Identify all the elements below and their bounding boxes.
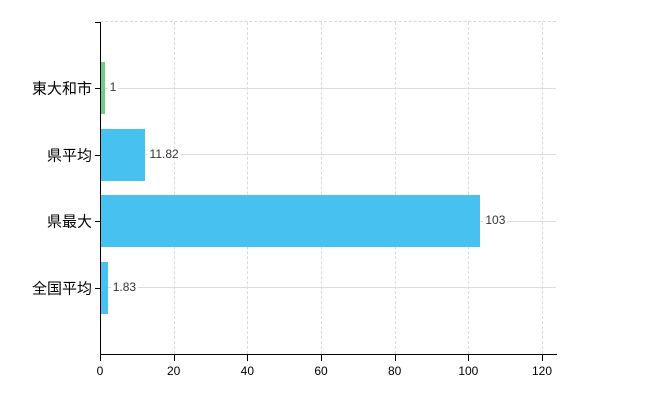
x-axis-line	[100, 354, 557, 355]
y-tick-mark	[95, 88, 100, 90]
x-tick-label: 60	[314, 364, 328, 378]
gridline-vertical	[394, 22, 396, 354]
x-tick-mark	[468, 355, 470, 361]
x-tick-label: 80	[387, 364, 402, 378]
category-label: 県平均	[46, 147, 92, 165]
y-axis-line	[100, 22, 101, 355]
x-tick-label: 40	[240, 364, 254, 378]
y-tick-mark	[95, 154, 100, 156]
x-tick-mark	[247, 355, 249, 361]
y-tick-mark	[95, 221, 100, 223]
category-label: 全国平均	[31, 280, 92, 298]
gridline-vertical	[173, 22, 175, 354]
category-label: 県最大	[46, 213, 92, 231]
gridline-vertical	[468, 22, 470, 354]
category-label: 東大和市	[31, 80, 92, 98]
gridline-horizontal	[101, 87, 556, 89]
gridline-horizontal	[101, 287, 556, 289]
plot-area: 1 11.82 103 1.83	[101, 22, 556, 354]
x-tick-label: 100	[458, 364, 479, 378]
gridline-vertical	[247, 22, 249, 354]
x-tick-mark	[394, 355, 396, 361]
gridline-horizontal	[101, 154, 556, 156]
plot-top-border	[100, 21, 556, 22]
bar-value-label: 1	[107, 80, 119, 96]
gridline-vertical	[542, 22, 543, 354]
bar-value-label: 11.82	[147, 146, 181, 162]
x-tick-mark	[173, 355, 175, 361]
bar[interactable]	[101, 62, 105, 115]
gridline-vertical	[321, 22, 322, 354]
bar-value-label: 103	[483, 213, 508, 229]
x-tick-label: 20	[166, 364, 181, 378]
x-tick-mark	[100, 355, 101, 361]
bar-value-label: 1.83	[110, 279, 139, 295]
bar[interactable]	[101, 128, 145, 181]
bar[interactable]	[101, 261, 108, 314]
bar[interactable]	[101, 195, 481, 248]
x-tick-mark	[321, 355, 322, 361]
x-tick-label: 120	[531, 364, 553, 378]
y-tick-mark	[95, 22, 100, 23]
x-tick-mark	[542, 355, 543, 361]
y-tick-mark	[95, 287, 100, 289]
x-tick-label: 0	[96, 364, 104, 378]
